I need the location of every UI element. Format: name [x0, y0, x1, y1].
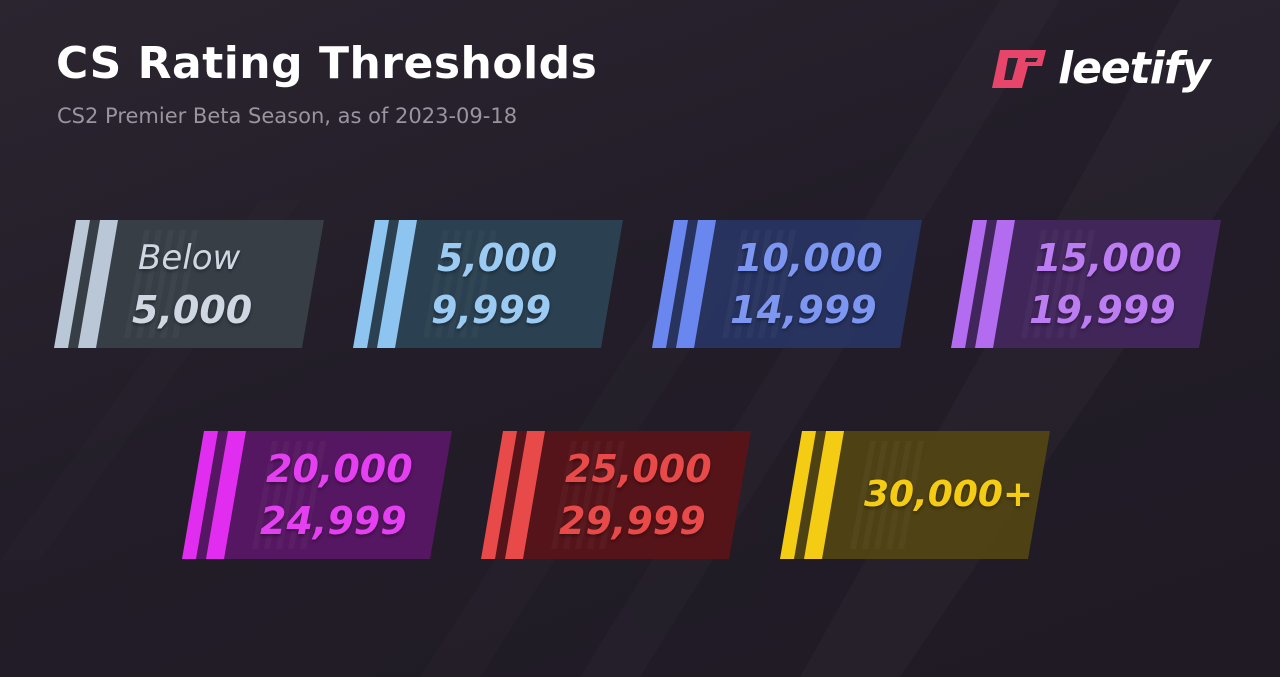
tier-badge-accent-stripe: [481, 431, 517, 559]
tier-badge-shape: [481, 431, 751, 559]
tier-badge-text: 15,000 19,999: [1029, 220, 1215, 348]
tier-badge-panel: [780, 431, 1050, 559]
tier-label-line2: 29,999: [559, 499, 706, 543]
leetify-logo-icon: [992, 50, 1046, 88]
leetify-logo: leetify: [990, 42, 1211, 94]
tier-badge-panel: [353, 220, 623, 348]
tier-badge-5000: 5,000 9,999: [353, 220, 623, 348]
tier-badge-panel: [182, 431, 452, 559]
tier-badge-accent-stripe: [377, 220, 417, 348]
tier-label-line2: 14,999: [730, 288, 877, 332]
tier-badge-accent-stripe: [975, 220, 1015, 348]
tier-badge-text: 30,000+: [864, 431, 1044, 559]
tier-badge-text: 10,000 14,999: [730, 220, 916, 348]
tier-badge-15000: 15,000 19,999: [951, 220, 1221, 348]
tier-label-line2: 5,000: [132, 288, 253, 332]
tier-badge-30000-plus: 30,000+: [780, 431, 1050, 559]
tier-badge-accent-stripe: [951, 220, 987, 348]
tier-badge-25000: 25,000 29,999: [481, 431, 751, 559]
page-subtitle: CS2 Premier Beta Season, as of 2023-09-1…: [57, 104, 518, 128]
tier-badge-shape: [182, 431, 452, 559]
tier-badge-accent-stripe: [353, 220, 389, 348]
tier-badge-accent-stripe: [505, 431, 545, 559]
tier-badge-text: 20,000 24,999: [260, 431, 446, 559]
tier-badge-shape: [652, 220, 922, 348]
tier-label-line2: 24,999: [260, 499, 407, 543]
tier-badge-panel: [951, 220, 1221, 348]
tier-badge-accent-stripe: [54, 220, 90, 348]
tier-label-line1: 15,000: [1035, 236, 1182, 280]
tier-badge-accent-stripe: [206, 431, 246, 559]
tier-badge-text: Below 5,000: [132, 220, 318, 348]
tier-badge-panel: [54, 220, 324, 348]
tier-badge-20000: 20,000 24,999: [182, 431, 452, 559]
tier-badge-accent-stripe: [78, 220, 118, 348]
leetify-logo-text: leetify: [1058, 42, 1211, 94]
tier-label-line1: Below: [138, 238, 241, 278]
tier-badge-below-5000: Below 5,000: [54, 220, 324, 348]
tier-badge-text: 5,000 9,999: [431, 220, 617, 348]
tier-label-line1: 30,000+: [864, 474, 1034, 515]
tier-label-line2: 9,999: [431, 288, 552, 332]
tier-badge-accent-stripe: [676, 220, 716, 348]
tier-badge-accent-stripe: [182, 431, 218, 559]
tier-badge-10000: 10,000 14,999: [652, 220, 922, 348]
tier-badge-shape: [780, 431, 1050, 559]
tier-badge-accent-stripe: [804, 431, 844, 559]
tier-badge-panel: [652, 220, 922, 348]
tier-badge-accent-stripe: [652, 220, 688, 348]
tier-label-line1: 5,000: [437, 236, 558, 280]
tier-badge-shape: [353, 220, 623, 348]
tier-badge-text: 25,000 29,999: [559, 431, 745, 559]
tier-badge-panel: [481, 431, 751, 559]
tier-badge-accent-stripe: [780, 431, 816, 559]
tier-label-line1: 25,000: [565, 447, 712, 491]
page-title: CS Rating Thresholds: [56, 38, 598, 89]
tier-badge-shape: [951, 220, 1221, 348]
tier-label-line1: 20,000: [266, 447, 413, 491]
tier-badge-shape: [54, 220, 324, 348]
tier-label-line2: 19,999: [1029, 288, 1176, 332]
tier-label-line1: 10,000: [736, 236, 883, 280]
